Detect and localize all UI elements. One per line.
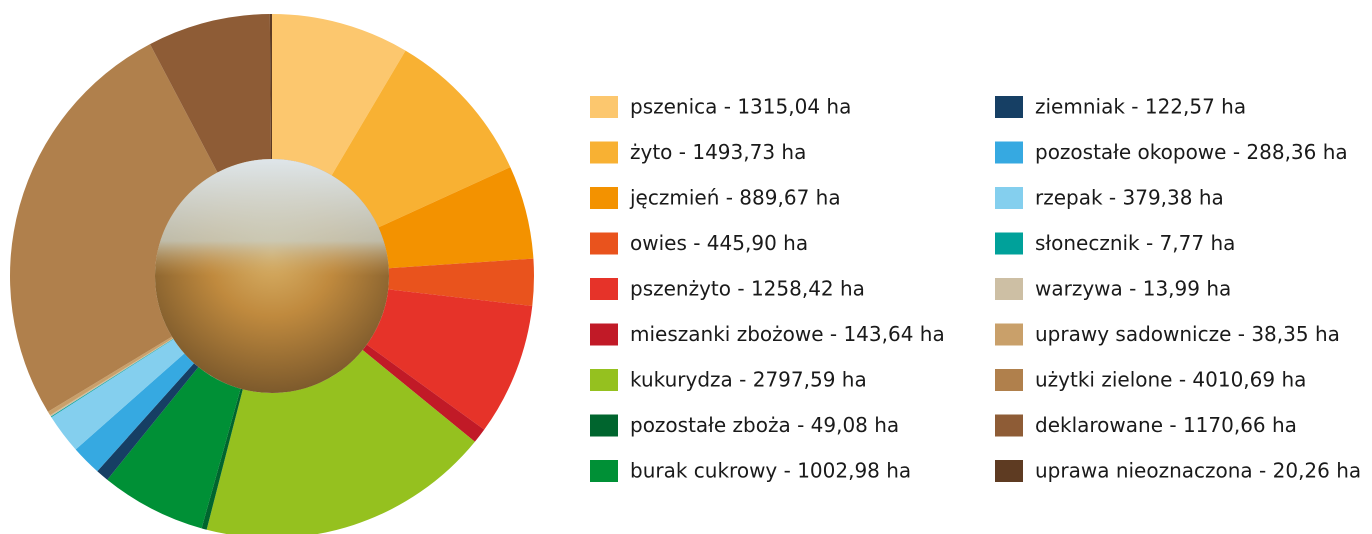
- legend-swatch: [590, 232, 618, 255]
- slice: [331, 50, 511, 228]
- legend-label: pozostałe zboża - 49,08 ha: [630, 413, 899, 437]
- legend-swatch: [590, 323, 618, 346]
- legend-swatch: [995, 96, 1023, 118]
- legend-label: pozostałe okopowe - 288,36 ha: [1035, 140, 1348, 164]
- legend-swatch: [995, 278, 1023, 300]
- slice: [149, 14, 272, 173]
- slice: [206, 350, 475, 534]
- legend-label: pszenżyto - 1258,42 ha: [630, 277, 865, 301]
- legend-label: słonecznik - 7,77 ha: [1035, 231, 1235, 255]
- legend-swatch: [995, 187, 1023, 209]
- slice: [362, 344, 485, 442]
- legend: pszenica - 1315,04 ha żyto - 1493,73 ha ję…: [590, 95, 1361, 483]
- legend-label: warzywa - 13,99 ha: [1035, 277, 1231, 301]
- slice: [272, 14, 406, 176]
- legend-swatch: [590, 369, 618, 391]
- slice: [97, 363, 199, 480]
- slice: [9, 44, 218, 412]
- slice: [50, 338, 174, 417]
- legend-label: żyto - 1493,73 ha: [630, 140, 806, 164]
- legend-swatch: [590, 96, 618, 118]
- legend-swatch: [590, 278, 618, 300]
- legend-swatch: [995, 369, 1023, 391]
- center-image-sky: [155, 159, 389, 393]
- slice: [366, 289, 533, 430]
- slice: [51, 339, 185, 450]
- legend-swatch: [995, 141, 1023, 164]
- legend-label: kukurydza - 2797,59 ha: [630, 368, 867, 392]
- legend-label: użytki zielone - 4010,69 ha: [1035, 368, 1306, 392]
- slice: [75, 353, 194, 472]
- slice: [269, 14, 272, 160]
- legend-label: uprawa nieoznaczona - 20,26 ha: [1035, 459, 1361, 483]
- legend-swatch: [995, 460, 1023, 482]
- legend-swatch: [590, 460, 618, 482]
- slice: [107, 366, 241, 529]
- legend-label: deklarowane - 1170,66 ha: [1035, 413, 1297, 437]
- legend-label: mieszanki zbożowe - 143,64 ha: [630, 322, 945, 346]
- legend-swatch: [590, 141, 618, 164]
- legend-label: owies - 445,90 ha: [630, 231, 808, 255]
- legend-label: burak cukrowy - 1002,98 ha: [630, 459, 911, 483]
- slice: [47, 336, 173, 416]
- slice: [378, 167, 534, 269]
- legend-label: jęczmień - 889,67 ha: [629, 186, 841, 210]
- legend-swatch: [995, 414, 1023, 437]
- slice: [201, 388, 243, 530]
- legend-swatch: [590, 414, 618, 437]
- legend-swatch: [995, 232, 1023, 255]
- legend-label: uprawy sadownicze - 38,35 ha: [1035, 322, 1340, 346]
- legend-label: ziemniak - 122,57 ha: [1035, 95, 1246, 119]
- legend-label: rzepak - 379,38 ha: [1035, 186, 1224, 210]
- slice: [50, 338, 174, 418]
- donut: [9, 14, 534, 534]
- legend-label: pszenica - 1315,04 ha: [630, 95, 851, 119]
- slice: [388, 258, 534, 307]
- legend-swatch: [590, 187, 618, 209]
- legend-swatch: [995, 323, 1023, 346]
